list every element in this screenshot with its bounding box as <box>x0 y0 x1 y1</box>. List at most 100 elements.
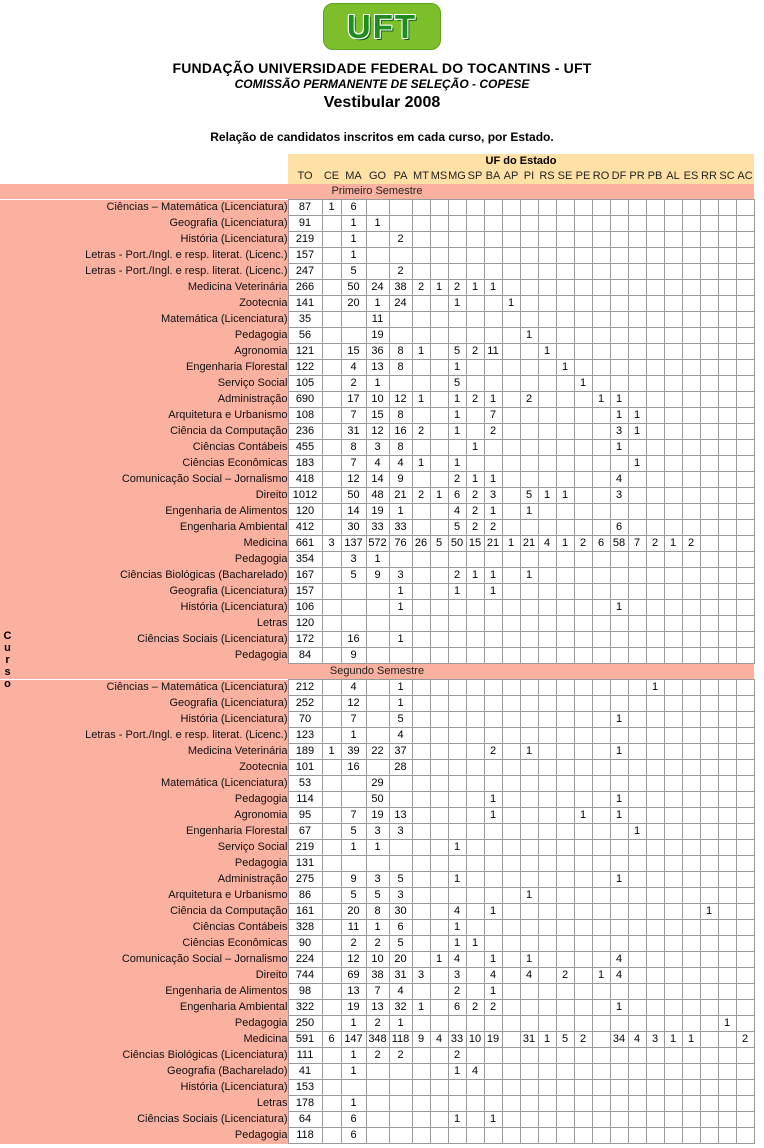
value-cell-rs <box>537 439 557 456</box>
table-corner-spacer <box>0 169 288 184</box>
value-cell-pb <box>645 823 665 840</box>
value-cell-ac <box>735 311 755 328</box>
value-cell-mt <box>411 775 431 792</box>
value-cell-ac <box>735 615 755 632</box>
value-cell-ma: 6 <box>340 199 367 216</box>
value-cell-pb <box>645 551 665 568</box>
value-cell-pa: 9 <box>388 471 413 488</box>
value-cell-mg <box>447 727 467 744</box>
state-code-go: GO <box>366 169 389 184</box>
value-cell-sc <box>717 743 737 760</box>
value-cell-al <box>663 375 683 392</box>
value-cell-mg <box>447 551 467 568</box>
value-cell-ac <box>735 375 755 392</box>
value-cell-go <box>365 1095 390 1112</box>
value-cell-se <box>555 615 575 632</box>
value-cell-ac <box>735 1063 755 1080</box>
value-cell-pb <box>645 503 665 520</box>
value-cell-df <box>609 631 629 648</box>
value-cell-sp <box>465 711 485 728</box>
value-cell-df: 1 <box>609 391 629 408</box>
value-cell-rr <box>699 311 719 328</box>
value-cell-pa: 2 <box>388 263 413 280</box>
state-code-df: DF <box>610 169 628 184</box>
value-cell-ap <box>501 423 521 440</box>
value-cell-pb <box>645 759 665 776</box>
value-cell-ms <box>429 967 449 984</box>
course-label: Agronomia <box>0 343 288 360</box>
value-cell-ac <box>735 263 755 280</box>
value-cell-sc <box>717 695 737 712</box>
value-cell-mt <box>411 231 431 248</box>
value-cell-es <box>681 615 701 632</box>
value-cell-pe <box>573 567 593 584</box>
value-cell-ac <box>735 631 755 648</box>
value-cell-se <box>555 631 575 648</box>
value-cell-al <box>663 471 683 488</box>
course-label: Letras <box>0 1095 288 1112</box>
value-cell-ro <box>591 279 611 296</box>
value-cell-mg: 4 <box>447 951 467 968</box>
value-cell-mg <box>447 247 467 264</box>
value-cell-pe <box>573 551 593 568</box>
value-cell-pb <box>645 983 665 1000</box>
value-cell-rs <box>537 887 557 904</box>
value-cell-df <box>609 839 629 856</box>
value-cell-mg <box>447 615 467 632</box>
value-cell-pi <box>519 263 539 280</box>
value-cell-go: 22 <box>365 743 390 760</box>
value-cell-sp <box>465 775 485 792</box>
value-cell-pe <box>573 1127 593 1144</box>
value-cell-rs <box>537 743 557 760</box>
value-cell-es <box>681 279 701 296</box>
value-cell-pa: 8 <box>388 439 413 456</box>
value-cell-ba <box>483 215 503 232</box>
value-cell-pb <box>645 263 665 280</box>
value-cell-rr <box>699 1063 719 1080</box>
value-cell-ba: 1 <box>483 583 503 600</box>
value-cell-rr <box>699 695 719 712</box>
value-cell-pr: 1 <box>627 455 647 472</box>
value-cell-es <box>681 1079 701 1096</box>
value-cell-mg: 1 <box>447 1063 467 1080</box>
course-row: Ciências Biológicas (Bacharelado) 167 5 9 3 2… <box>0 567 755 584</box>
value-cell-ce <box>321 855 342 872</box>
value-cell-to: 219 <box>287 839 323 856</box>
value-cell-al <box>663 1079 683 1096</box>
value-cell-ro <box>591 679 611 696</box>
course-row: Pedagogia 56 19 1 <box>0 327 755 344</box>
course-row: Administração 275 9 3 5 1 1 <box>0 871 755 888</box>
value-cell-pe <box>573 631 593 648</box>
value-cell-ap <box>501 343 521 360</box>
value-cell-df <box>609 375 629 392</box>
value-cell-ro <box>591 791 611 808</box>
value-cell-to: 56 <box>287 327 323 344</box>
value-cell-pa <box>388 327 413 344</box>
value-cell-to: 690 <box>287 391 323 408</box>
value-cell-pb <box>645 887 665 904</box>
value-cell-pb <box>645 1111 665 1128</box>
value-cell-mg <box>447 807 467 824</box>
value-cell-mg: 5 <box>447 375 467 392</box>
value-cell-to: 178 <box>287 1095 323 1112</box>
value-cell-sc <box>717 871 737 888</box>
value-cell-df <box>609 679 629 696</box>
value-cell-pr <box>627 551 647 568</box>
value-cell-ce <box>321 215 342 232</box>
value-cell-pa: 8 <box>388 343 413 360</box>
value-cell-pe <box>573 1015 593 1032</box>
value-cell-pi: 5 <box>519 487 539 504</box>
value-cell-ba <box>483 1127 503 1144</box>
value-cell-sp: 2 <box>465 519 485 536</box>
value-cell-rs <box>537 263 557 280</box>
value-cell-sp <box>465 791 485 808</box>
value-cell-pr <box>627 903 647 920</box>
value-cell-rs <box>537 807 557 824</box>
value-cell-rs <box>537 935 557 952</box>
value-cell-pb <box>645 935 665 952</box>
value-cell-al <box>663 487 683 504</box>
value-cell-al <box>663 311 683 328</box>
value-cell-ac <box>735 423 755 440</box>
value-cell-sc <box>717 887 737 904</box>
